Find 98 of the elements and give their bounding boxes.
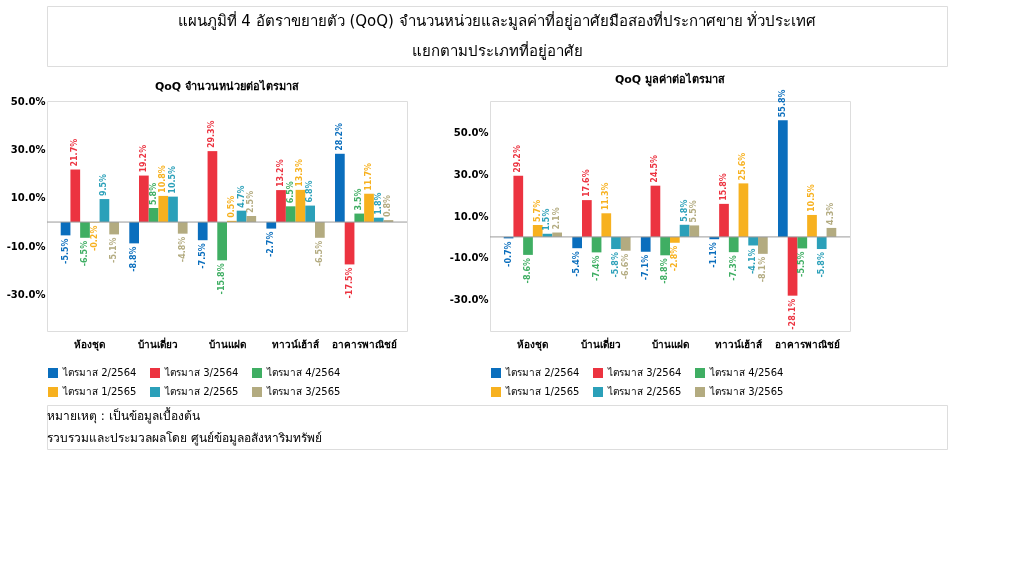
- text: แยกตามประเภทที่อยู่อาศัย: [411, 40, 583, 60]
- y-tick-label: 10.0%: [453, 210, 489, 222]
- data-label: 24.5%: [650, 154, 660, 183]
- x-tick-label: อาคารพาณิชย์: [331, 338, 397, 350]
- data-label: 4.7%: [236, 185, 246, 208]
- data-label: -7.3%: [728, 255, 738, 281]
- data-label: -6.6%: [620, 253, 630, 280]
- x-tick-label: บ้านเดี่ยว: [581, 336, 622, 350]
- data-label: -2.8%: [669, 245, 679, 272]
- x-tick-label: บ้านแฝด: [651, 338, 689, 350]
- data-label: -7.4%: [591, 255, 601, 281]
- data-label: 5.7%: [532, 199, 542, 222]
- data-label: 9.5%: [99, 173, 109, 197]
- data-label: 0.5%: [226, 195, 236, 218]
- legend-label: ไตรมาส 3/2564: [607, 367, 682, 378]
- data-label: 29.2%: [513, 145, 523, 173]
- legend-label: ไตรมาส 2/2564: [505, 367, 580, 378]
- data-label: 6.8%: [305, 180, 315, 203]
- data-label: 25.6%: [738, 152, 748, 181]
- data-label: 5.8%: [679, 199, 689, 222]
- data-label: 29.3%: [207, 120, 217, 149]
- legend-label: ไตรมาส 3/2565: [266, 386, 341, 397]
- legend-label: ไตรมาส 4/2564: [266, 367, 341, 378]
- data-label: 0.8%: [383, 194, 393, 218]
- data-label: 2.5%: [246, 190, 256, 213]
- legend-label: ไตรมาส 3/2565: [709, 386, 784, 397]
- data-label: 5.8%: [148, 182, 158, 206]
- data-label: -7.5%: [197, 243, 207, 269]
- x-tick-label: บ้านเดี่ยว: [138, 336, 179, 350]
- data-label: -8.8%: [129, 246, 139, 272]
- y-tick-label: 50.0%: [453, 126, 489, 138]
- data-label: -5.1%: [109, 237, 119, 263]
- y-tick-label: -10.0%: [449, 252, 489, 264]
- data-label: 10.5%: [807, 184, 816, 212]
- data-label: 3.5%: [354, 188, 364, 211]
- data-label: 2.1%: [552, 207, 562, 230]
- legend-label: ไตรมาส 2/2565: [164, 386, 239, 397]
- y-tick-label: 10.0%: [10, 192, 46, 204]
- data-label: 17.6%: [581, 169, 591, 198]
- data-label: -8.8%: [660, 258, 670, 284]
- data-label: -0.2%: [89, 225, 99, 252]
- data-label: 1.8%: [373, 192, 383, 215]
- y-tick-label: -10.0%: [6, 240, 46, 252]
- data-label: -5.4%: [572, 251, 582, 277]
- legend-label: ไตรมาส 4/2564: [709, 367, 784, 378]
- data-label: 55.8%: [777, 89, 787, 118]
- data-label: -0.7%: [503, 241, 513, 267]
- data-label: 21.7%: [70, 138, 80, 167]
- y-tick-label: 30.0%: [10, 143, 46, 155]
- chart-title: QoQ จำนวนหน่วยต่อไตรมาส: [154, 79, 300, 93]
- text: แผนภูมิที่ 4 อัตราขยายตัว (QoQ) จำนวนหน่วยและมูลค่าที่อยู่อาศัยมือสองที่ประกาศขาย ทั่วประเทศ: [177, 10, 817, 30]
- text: หมายเหตุ : เป็นข้อมูลเบื้องต้น: [47, 407, 200, 424]
- data-label: 5.5%: [689, 200, 699, 223]
- y-tick-label: 50.0%: [10, 95, 46, 107]
- data-label: 19.2%: [138, 144, 148, 173]
- legend-label: ไตรมาส 2/2565: [607, 386, 682, 397]
- data-label: -28.1%: [787, 298, 797, 330]
- data-label: -5.5%: [797, 251, 807, 277]
- data-label: 4.3%: [826, 202, 836, 225]
- text: รวบรวมและประมวลผลโดย ศูนย์ข้อมูลอสังหาริมทรัพย์: [47, 431, 322, 446]
- data-label: -6.5%: [80, 240, 89, 267]
- data-label: -17.5%: [344, 267, 354, 299]
- data-label: -8.6%: [523, 257, 532, 284]
- y-tick-label: 30.0%: [453, 168, 489, 180]
- y-tick-label: -30.0%: [6, 289, 46, 301]
- x-tick-label: ห้องชุด: [517, 338, 549, 351]
- data-label: -2.7%: [266, 231, 276, 258]
- data-label: -8.1%: [757, 256, 767, 283]
- legend-label: ไตรมาส 2/2564: [62, 367, 137, 378]
- data-label: 10.5%: [168, 165, 177, 194]
- x-tick-label: ทาวน์เฮ้าส์: [715, 338, 764, 350]
- data-label: -5.8%: [611, 252, 620, 278]
- data-label: -4.1%: [748, 248, 758, 274]
- legend-label: ไตรมาส 3/2564: [164, 367, 239, 378]
- legend-label: ไตรมาส 1/2565: [505, 386, 580, 397]
- data-label: 11.3%: [601, 182, 611, 211]
- data-label: 13.2%: [276, 159, 285, 188]
- y-tick-label: -30.0%: [449, 294, 489, 306]
- data-label: -7.1%: [640, 254, 650, 281]
- data-label: 28.2%: [334, 123, 344, 151]
- data-label: 11.7%: [364, 162, 373, 191]
- data-label: 6.5%: [285, 181, 295, 204]
- data-label: -4.8%: [177, 236, 187, 263]
- x-tick-label: บ้านแฝด: [208, 338, 246, 350]
- x-tick-label: ทาวน์เฮ้าส์: [272, 338, 321, 350]
- data-label: -6.5%: [314, 240, 324, 267]
- data-label: 1.5%: [542, 208, 552, 231]
- data-label: -15.8%: [217, 263, 227, 295]
- data-label: -5.8%: [816, 252, 826, 278]
- data-label: -5.5%: [60, 238, 70, 264]
- x-tick-label: ห้องชุด: [74, 338, 106, 351]
- chart-title: QoQ มูลค่าต่อไตรมาส: [614, 72, 726, 88]
- legend-label: ไตรมาส 1/2565: [62, 386, 137, 397]
- data-label: 10.8%: [158, 165, 168, 193]
- data-label: 15.8%: [719, 173, 728, 201]
- data-label: -1.1%: [709, 242, 719, 268]
- data-label: 13.3%: [295, 159, 305, 187]
- x-tick-label: อาคารพาณิชย์: [774, 338, 840, 350]
